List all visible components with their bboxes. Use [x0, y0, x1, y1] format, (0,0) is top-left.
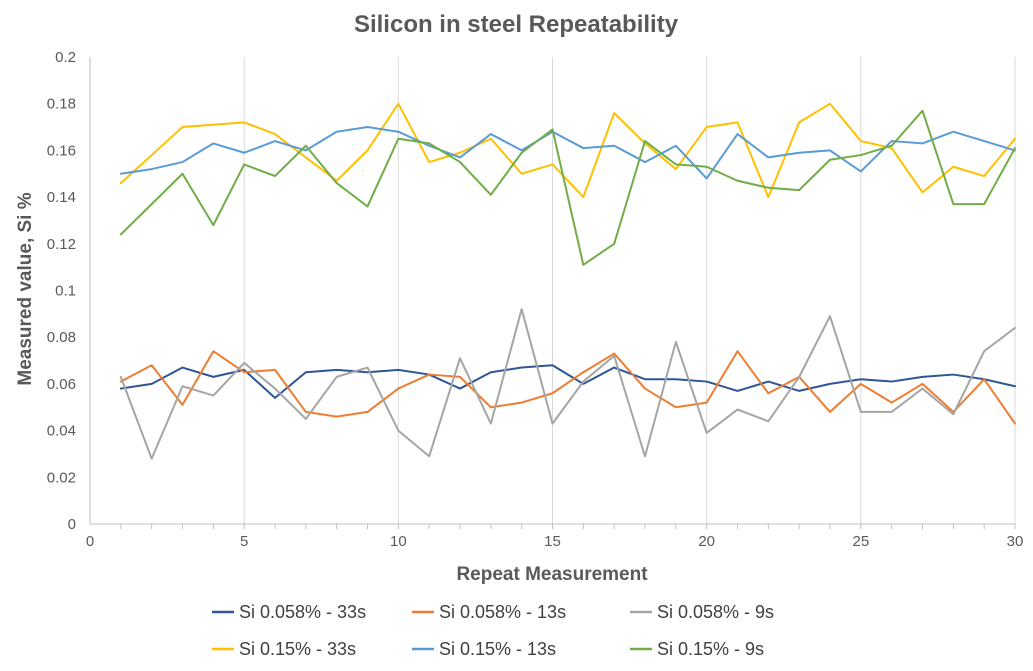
- y-tick-label: 0.14: [47, 189, 76, 206]
- x-tick-label: 20: [698, 533, 715, 550]
- legend-label: Si 0.15% - 33s: [239, 639, 356, 659]
- legend-item: Si 0.15% - 13s: [412, 639, 556, 659]
- legend-item: Si 0.058% - 13s: [412, 602, 566, 622]
- y-tick-label: 0.2: [55, 49, 76, 66]
- legend-item: Si 0.15% - 33s: [212, 639, 356, 659]
- x-tick-label: 10: [390, 533, 407, 550]
- y-tick-label: 0: [68, 516, 76, 533]
- legend-item: Si 0.15% - 9s: [630, 639, 764, 659]
- chart-title: Silicon in steel Repeatability: [354, 11, 679, 38]
- y-tick-label: 0.04: [47, 423, 76, 440]
- y-tick-label: 0.08: [47, 329, 76, 346]
- legend-label: Si 0.15% - 13s: [439, 639, 556, 659]
- x-axis-title: Repeat Measurement: [456, 564, 648, 585]
- y-tick-label: 0.06: [47, 376, 76, 393]
- x-tick-label: 5: [240, 533, 248, 550]
- series-lines: [119, 102, 1016, 460]
- y-tick-label: 0.18: [47, 96, 76, 113]
- x-tick-label: 15: [544, 533, 561, 550]
- series-line-5: [119, 126, 1016, 180]
- axes: 0 5 10 15 20 25 30 0 0.02 0.04 0.06 0.08 0.1 0.12 0.14…: [47, 49, 1024, 550]
- legend-label: Si 0.058% - 33s: [239, 602, 366, 622]
- x-tick-label: 30: [1007, 533, 1024, 550]
- legend-label: Si 0.058% - 9s: [657, 602, 774, 622]
- legend: Si 0.058% - 33s Si 0.058% - 13s Si 0.058% …: [212, 602, 774, 659]
- legend-label: Si 0.058% - 13s: [439, 602, 566, 622]
- legend-item: Si 0.058% - 33s: [212, 602, 366, 622]
- y-axis-title: Measured value, Si %: [15, 192, 36, 385]
- legend-item: Si 0.058% - 9s: [630, 602, 774, 622]
- grid: [243, 57, 1016, 524]
- y-tick-label: 0.1: [55, 283, 76, 300]
- y-tick-label: 0.16: [47, 142, 76, 159]
- series-line-3: [119, 308, 1016, 460]
- series-line-6: [119, 109, 1016, 266]
- y-tick-label: 0.12: [47, 236, 76, 253]
- series-line-4: [119, 102, 1016, 199]
- x-tick-label: 25: [852, 533, 869, 550]
- series-line-1: [119, 364, 1016, 399]
- series-line-2: [119, 350, 1016, 425]
- y-tick-label: 0.02: [47, 469, 76, 486]
- x-tick-label: 0: [86, 533, 94, 550]
- legend-label: Si 0.15% - 9s: [657, 639, 764, 659]
